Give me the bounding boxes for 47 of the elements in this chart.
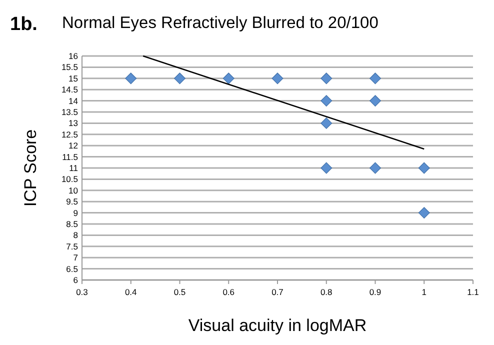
x-tick-label: 0.7 xyxy=(272,287,284,297)
point xyxy=(320,72,332,84)
y-tick-label: 8.5 xyxy=(66,218,78,229)
y-tick-label: 16 xyxy=(68,50,78,61)
x-tick-label: 0.4 xyxy=(124,287,138,297)
x-tick-label: 0.9 xyxy=(369,287,382,297)
x-tick-label: 0.5 xyxy=(174,287,186,297)
y-tick-label: 13 xyxy=(68,118,78,128)
x-tick-label: 0.8 xyxy=(320,287,333,297)
x-tick-label: 1.1 xyxy=(467,287,480,297)
point xyxy=(320,162,332,174)
y-tick-label: 10 xyxy=(68,185,78,196)
y-tick-label: 11.5 xyxy=(62,152,78,162)
y-tick-label: 6 xyxy=(73,274,78,285)
y-tick-label: 15 xyxy=(68,73,78,84)
y-tick-label: 14.5 xyxy=(61,84,78,95)
y-axis-title: ICP Score xyxy=(21,129,40,207)
text: 1b. xyxy=(10,14,38,35)
y-tick-label: 9.5 xyxy=(66,196,78,207)
point xyxy=(320,95,332,107)
point xyxy=(370,162,381,174)
x-axis-title: Visual acuity in logMAR xyxy=(188,316,367,335)
y-tick-label: 13.5 xyxy=(61,106,78,117)
point xyxy=(222,72,234,84)
y-tick-label: 14 xyxy=(68,96,78,106)
point xyxy=(370,95,381,107)
point xyxy=(125,72,137,84)
y-tick-label: 7.5 xyxy=(66,241,78,252)
point xyxy=(174,72,186,84)
y-tick-label: 12 xyxy=(68,140,78,151)
y-tick-label: 15.5 xyxy=(61,62,78,72)
y-tick-label: 10.5 xyxy=(61,174,78,184)
point xyxy=(370,72,381,84)
y-tick-label: 11 xyxy=(69,162,78,173)
x-tick-label: 0.6 xyxy=(222,287,235,297)
point xyxy=(272,72,284,84)
y-tick-label: 8 xyxy=(73,230,78,240)
x-tick-label: 0.3 xyxy=(76,287,88,297)
point xyxy=(418,207,430,219)
y-tick-label: 7 xyxy=(73,252,78,263)
x-tick-label: 1 xyxy=(422,287,427,297)
y-tick-label: 12.5 xyxy=(61,129,78,140)
chart-title: Normal Eyes Refractively Blurred to 20/100 xyxy=(62,14,378,32)
point xyxy=(320,117,332,129)
y-tick-label: 6.5 xyxy=(66,264,78,274)
point xyxy=(418,162,430,174)
y-tick-label: 9 xyxy=(73,208,78,218)
